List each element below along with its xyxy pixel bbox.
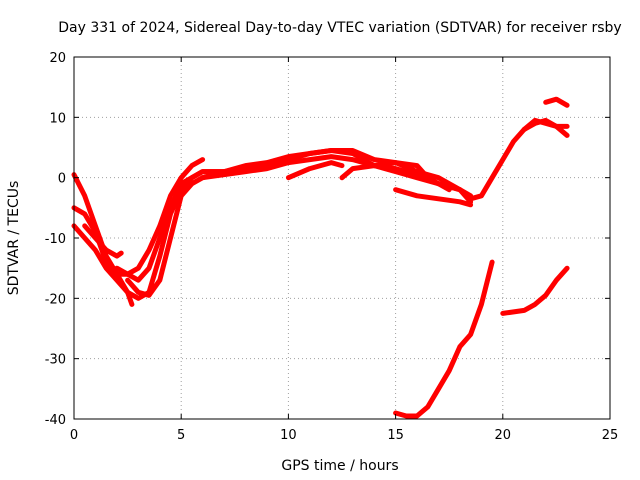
series-line-arc-4 — [82, 223, 124, 259]
series-line-arc-14 — [500, 265, 570, 316]
y-tick-label: 20 — [49, 51, 66, 66]
axis-ticks: 0 5 10 15 20 25 -40 -30 -20 -10 0 10 20 — [45, 51, 619, 443]
y-tick-label: 0 — [58, 172, 66, 187]
series-line-arc-12 — [543, 96, 570, 108]
series-line-arc-10 — [393, 187, 474, 208]
series-line-arc-7 — [200, 117, 570, 202]
series-line-arc-2 — [71, 157, 206, 277]
series-line-arc-8 — [285, 160, 345, 181]
chart-title: Day 331 of 2024, Sidereal Day-to-day VTE… — [58, 20, 621, 36]
y-tick-label: -40 — [45, 413, 66, 428]
series-line-arc-11 — [521, 117, 570, 138]
series-line-arc-6 — [125, 154, 452, 298]
y-tick-label: -20 — [45, 292, 66, 307]
y-tick-label: -30 — [45, 353, 66, 368]
x-tick-label: 10 — [280, 428, 297, 443]
x-tick-label: 15 — [387, 428, 404, 443]
y-tick-label: 10 — [49, 111, 66, 126]
series-line-arc-9 — [339, 160, 474, 199]
series-line-arc-5 — [114, 148, 474, 283]
series-line-arc-13 — [393, 259, 495, 419]
y-tick-label: -10 — [45, 232, 66, 247]
x-tick-label: 0 — [70, 428, 78, 443]
x-axis-label: GPS time / hours — [281, 458, 398, 474]
y-axis-label: SDTVAR / TECUs — [6, 181, 22, 296]
x-tick-label: 5 — [177, 428, 185, 443]
x-tick-label: 25 — [602, 428, 619, 443]
x-tick-label: 20 — [495, 428, 512, 443]
data-series — [71, 96, 570, 419]
